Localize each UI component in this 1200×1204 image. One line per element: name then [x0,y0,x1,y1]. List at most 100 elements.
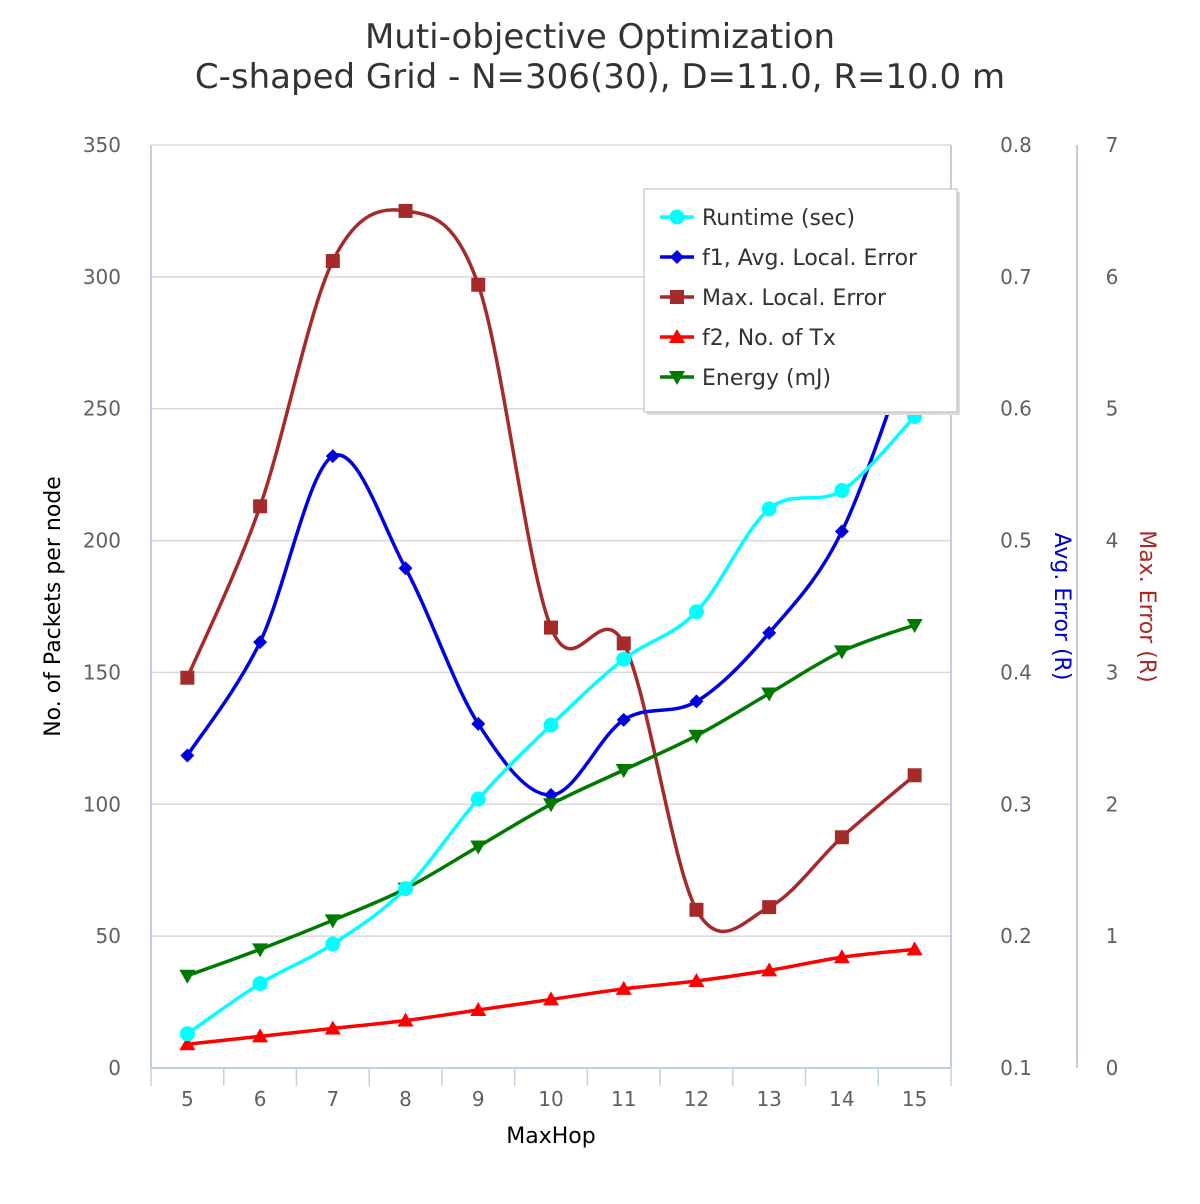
data-point[interactable] [906,618,923,633]
legend-item[interactable]: Runtime (sec) [660,206,855,231]
chart-title-line-2: C-shaped Grid - N=306(30), D=11.0, R=10.… [195,57,1005,97]
data-point[interactable] [470,1001,487,1016]
y-tick-label-avg_error: 0.6 [1000,397,1032,421]
data-point[interactable] [689,694,704,709]
data-point[interactable] [833,949,850,964]
data-point[interactable] [762,900,777,915]
y-tick-label-max_error: 5 [1106,397,1119,421]
data-point[interactable] [689,902,704,917]
y-tick-label-avg_error: 0.8 [1000,133,1032,157]
data-point[interactable] [324,914,341,929]
data-point[interactable] [252,943,269,958]
data-point[interactable] [761,687,778,702]
data-point[interactable] [762,625,777,640]
data-point[interactable] [688,972,705,987]
chart-title-line-1: Muti-objective Optimization [365,17,835,57]
data-point[interactable] [543,991,559,1006]
series-markers [179,618,923,984]
x-tick-label: 11 [611,1087,636,1111]
y-tick-label-max_error: 3 [1106,660,1119,684]
data-point[interactable] [253,635,268,650]
y-tick-label-packets: 300 [83,265,121,289]
legend-box [643,188,958,413]
data-point[interactable] [179,1036,196,1051]
y-tick-label-max_error: 0 [1106,1056,1119,1080]
legend-item[interactable]: f2, No. of Tx [660,326,836,351]
series-markers [179,941,923,1051]
data-point[interactable] [907,768,922,783]
data-point[interactable] [616,651,632,667]
data-point[interactable] [761,501,777,517]
data-point[interactable] [471,277,486,292]
y-tick-label-max_error: 6 [1106,265,1119,289]
data-point[interactable] [324,1020,341,1035]
y-tick-label-packets: 50 [96,924,121,948]
data-point[interactable] [543,798,559,813]
data-point[interactable] [325,936,341,952]
y-tick-label-max_error: 2 [1106,792,1119,816]
x-tick-label: 10 [538,1087,563,1111]
x-tick-label: 6 [254,1087,267,1111]
legend-item[interactable]: f1, Avg. Local. Error [660,246,918,271]
legend-marker [669,209,685,225]
data-point[interactable] [325,254,340,269]
data-point[interactable] [834,830,849,845]
data-point[interactable] [906,941,923,956]
x-tick-label: 9 [472,1087,485,1111]
data-point[interactable] [180,748,195,763]
data-point[interactable] [470,840,487,855]
x-tick-label: 15 [902,1087,927,1111]
data-point[interactable] [398,881,414,897]
data-point[interactable] [179,969,196,984]
legend-label: Runtime (sec) [702,206,855,231]
data-point[interactable] [398,203,413,218]
data-point[interactable] [252,976,268,992]
legend-item[interactable]: Max. Local. Error [660,286,887,311]
data-point[interactable] [615,764,632,779]
data-point[interactable] [470,791,486,807]
legend-label: f2, No. of Tx [702,326,836,351]
data-point[interactable] [543,717,559,733]
y-tick-label-avg_error: 0.4 [1000,660,1032,684]
data-point[interactable] [833,645,850,660]
legend-item[interactable]: Energy (mJ) [660,366,831,391]
x-tick-label: 8 [399,1087,412,1111]
legend[interactable]: Runtime (sec) f1, Avg. Local. Error Max. L… [643,188,960,415]
y-tick-label-avg_error: 0.1 [1000,1056,1032,1080]
data-point[interactable] [325,449,340,464]
y-tick-label-packets: 150 [83,660,121,684]
series-line [185,335,917,797]
y-tick-label-packets: 200 [83,529,121,553]
y-tick-label-avg_error: 0.5 [1000,529,1032,553]
data-point[interactable] [544,620,558,635]
y-tick-label-packets: 0 [108,1056,121,1080]
axes-layer: 5 6 7 8 9 10 11 12 13 14 150501001502002503003500.… [41,133,1159,1111]
y-axis-title-max_error: Max. Error (R) [1134,530,1159,683]
data-point[interactable] [761,962,778,977]
data-point[interactable] [688,729,705,744]
series-markers [179,409,923,1042]
y-tick-label-avg_error: 0.7 [1000,265,1032,289]
data-point[interactable] [179,1026,195,1042]
y-tick-label-packets: 250 [83,397,121,421]
data-point[interactable] [180,670,195,685]
data-point[interactable] [252,1028,269,1043]
data-point[interactable] [615,980,632,995]
data-point[interactable] [398,561,413,576]
data-point[interactable] [834,482,850,498]
y-tick-label-avg_error: 0.3 [1000,792,1032,816]
y-tick-label-packets: 350 [83,133,121,157]
y-tick-label-max_error: 1 [1106,924,1119,948]
data-point[interactable] [471,716,486,731]
data-point[interactable] [253,499,268,514]
data-point[interactable] [397,1012,414,1027]
data-point[interactable] [616,636,631,651]
data-point[interactable] [616,712,631,727]
x-axis-title: MaxHop [506,1124,595,1149]
data-point[interactable] [834,524,849,539]
x-tick-label: 14 [829,1087,854,1111]
legend-label: Max. Local. Error [702,286,887,311]
data-point[interactable] [688,604,704,620]
